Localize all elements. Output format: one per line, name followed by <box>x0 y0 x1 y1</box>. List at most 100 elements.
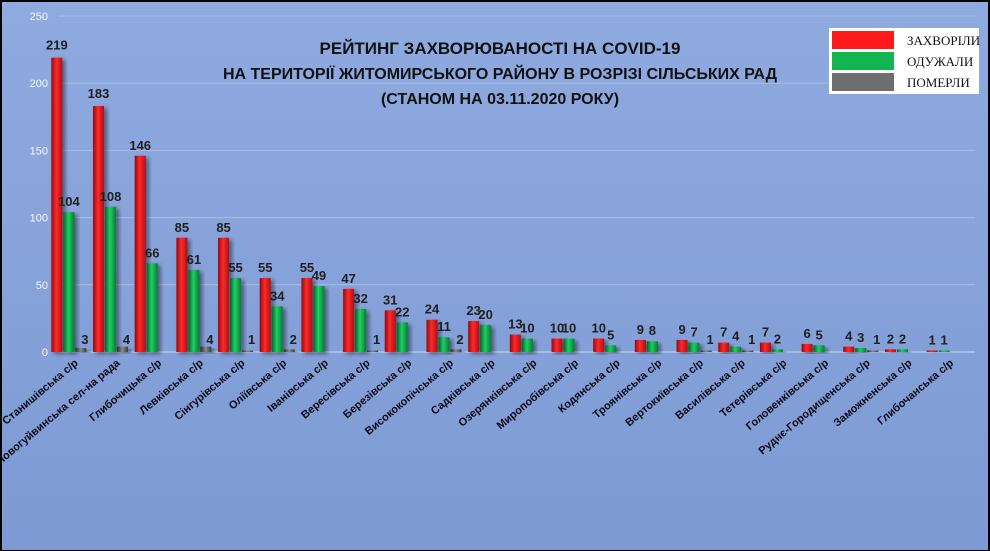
bar-ОДУЖАЛИ <box>146 263 158 352</box>
value-label: 2 <box>887 331 894 346</box>
bar-ОДУЖАЛИ <box>271 306 283 352</box>
value-label: 47 <box>341 271 355 286</box>
value-label: 2 <box>774 331 781 346</box>
y-tick-label: 100 <box>30 213 48 225</box>
value-label: 10 <box>520 321 534 336</box>
value-label: 1 <box>706 332 713 347</box>
bar-ЗАХВОРІЛИ <box>51 57 63 352</box>
y-tick-label: 200 <box>30 78 48 90</box>
value-label: 3 <box>857 330 864 345</box>
value-label: 34 <box>270 288 285 303</box>
value-label: 3 <box>81 332 88 347</box>
bar-ОДУЖАЛИ <box>230 278 242 352</box>
value-label: 1 <box>748 332 755 347</box>
value-label: 49 <box>312 268 326 283</box>
y-tick-label: 250 <box>30 11 48 23</box>
bar-ЗАХВОРІЛИ <box>634 339 646 352</box>
bar-ОДУЖАЛИ <box>855 347 867 352</box>
value-label: 85 <box>175 220 189 235</box>
bar-ПОМЕРЛИ <box>117 346 129 352</box>
bar-ПОМЕРЛИ <box>867 350 879 352</box>
y-tick-label: 0 <box>42 347 48 359</box>
bar-ОДУЖАЛИ <box>771 349 783 352</box>
bar-ЗАХВОРІЛИ <box>676 339 688 352</box>
bar-ОДУЖАЛИ <box>355 308 367 352</box>
bar-ОДУЖАЛИ <box>480 325 492 352</box>
bar-ЗАХВОРІЛИ <box>759 342 771 352</box>
value-label: 55 <box>228 260 242 275</box>
value-label: 4 <box>732 329 740 344</box>
value-label: 8 <box>649 323 656 338</box>
bar-ОДУЖАЛИ <box>188 270 200 352</box>
bar-ПОМЕРЛИ <box>242 350 254 352</box>
value-label: 5 <box>607 327 614 342</box>
value-label: 11 <box>437 319 451 334</box>
value-label: 66 <box>145 245 159 260</box>
value-label: 183 <box>88 86 110 101</box>
value-label: 5 <box>815 327 822 342</box>
bar-ОДУЖАЛИ <box>521 338 533 352</box>
value-label: 7 <box>720 325 727 340</box>
value-label: 55 <box>300 260 314 275</box>
value-label: 6 <box>803 326 810 341</box>
value-label: 9 <box>678 322 685 337</box>
value-label: 10 <box>550 321 564 336</box>
bar-ОДУЖАЛИ <box>813 345 825 352</box>
value-label: 24 <box>425 302 440 317</box>
value-label: 20 <box>478 307 492 322</box>
value-label: 13 <box>508 317 522 332</box>
bar-ЗАХВОРІЛИ <box>218 237 230 352</box>
bar-ЗАХВОРІЛИ <box>301 278 313 352</box>
value-label: 55 <box>258 260 272 275</box>
bar-ОДУЖАЛИ <box>563 338 575 352</box>
value-label: 2 <box>899 331 906 346</box>
bar-ОДУЖАЛИ <box>730 346 742 352</box>
value-label: 10 <box>591 321 605 336</box>
value-label: 2 <box>456 332 463 347</box>
bar-ЗАХВОРІЛИ <box>801 343 813 352</box>
y-tick-label: 50 <box>36 280 48 292</box>
value-label: 85 <box>216 220 230 235</box>
title-line: РЕЙТИНГ ЗАХВОРЮВАНОСТІ НА COVID-19 <box>320 39 681 58</box>
value-label: 108 <box>100 189 122 204</box>
value-label: 1 <box>373 332 380 347</box>
bar-ПОМЕРЛИ <box>700 350 712 352</box>
bar-ЗАХВОРІЛИ <box>551 338 563 352</box>
bar-ЗАХВОРІЛИ <box>509 334 521 352</box>
title-line: (СТАНОМ НА 03.11.2020 РОКУ) <box>381 91 619 108</box>
legend-label: ПОМЕРЛИ <box>907 75 970 90</box>
value-label: 1 <box>929 333 936 348</box>
value-label: 1 <box>248 332 255 347</box>
value-label: 31 <box>383 292 397 307</box>
bar-ПОМЕРЛИ <box>742 350 754 352</box>
legend-label: ОДУЖАЛИ <box>907 54 973 69</box>
bar-ОДУЖАЛИ <box>105 206 117 352</box>
bar-ЗАХВОРІЛИ <box>134 155 146 352</box>
bars <box>51 57 950 352</box>
value-label: 4 <box>206 332 214 347</box>
value-label: 10 <box>562 321 576 336</box>
value-label: 4 <box>845 329 853 344</box>
y-axis-ticks: 0 50 100 150 200 250 <box>30 11 48 359</box>
value-label: 4 <box>123 332 131 347</box>
bar-ЗАХВОРІЛИ <box>843 346 855 352</box>
bar-ОДУЖАЛИ <box>63 212 75 352</box>
value-label: 1 <box>941 333 948 348</box>
bar-ОДУЖАЛИ <box>688 342 700 352</box>
bar-ОДУЖАЛИ <box>605 345 617 352</box>
legend-label: ЗАХВОРІЛИ <box>907 33 980 48</box>
value-label: 7 <box>762 325 769 340</box>
bar-ПОМЕРЛИ <box>283 349 295 352</box>
title-line: НА ТЕРИТОРІЇ ЖИТОМИРСЬКОГО РАЙОНУ В РОЗР… <box>223 64 778 83</box>
bar-ОДУЖАЛИ <box>313 286 325 352</box>
chart-title: РЕЙТИНГ ЗАХВОРЮВАНОСТІ НА COVID-19 НА ТЕР… <box>223 39 778 108</box>
value-label: 7 <box>690 325 697 340</box>
bar-ЗАХВОРІЛИ <box>343 288 355 352</box>
bar-ПОМЕРЛИ <box>75 347 87 352</box>
bar-ЗАХВОРІЛИ <box>468 321 480 352</box>
bar-ПОМЕРЛИ <box>450 349 462 352</box>
bar-ЗАХВОРІЛИ <box>718 342 730 352</box>
value-label: 23 <box>466 303 480 318</box>
